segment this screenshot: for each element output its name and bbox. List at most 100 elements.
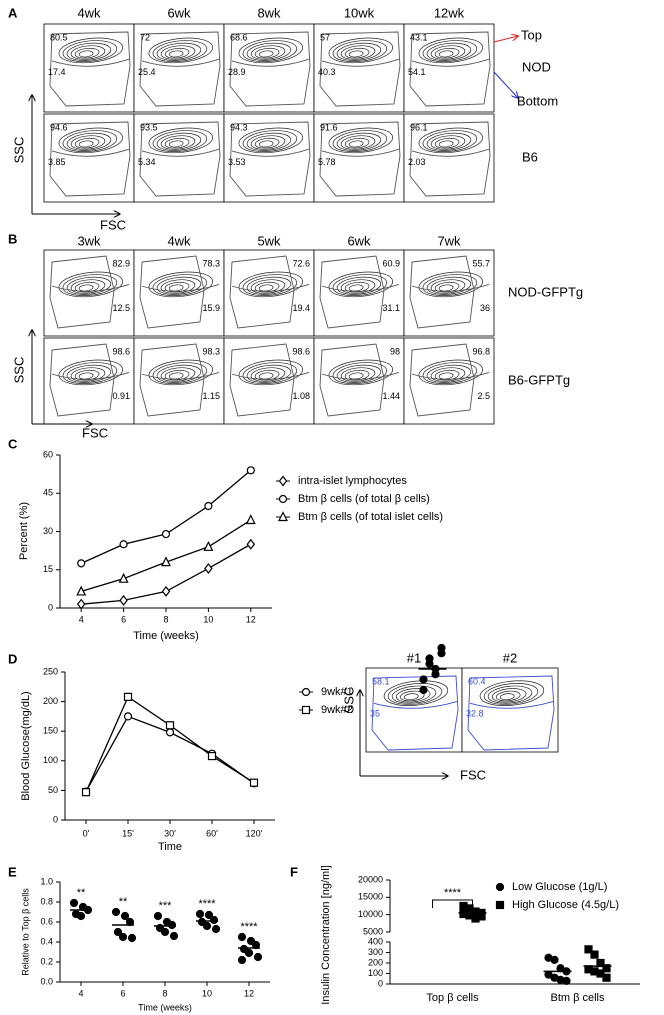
legend-label: Btm β cells (of total β cells) [298, 493, 430, 505]
gate [371, 675, 459, 751]
x-tick-label: Btm β cells [550, 992, 605, 1004]
gate [229, 255, 295, 329]
marker [77, 559, 86, 568]
gate-divider [411, 58, 490, 67]
contour [66, 42, 112, 61]
gate-value: 2.03 [408, 157, 426, 167]
gate-value: 1.15 [202, 391, 220, 401]
y-tick-label: 45 [43, 488, 53, 498]
contour [74, 369, 100, 381]
marker [278, 475, 288, 487]
marker [209, 915, 219, 925]
y-tick-label: 0 [378, 978, 383, 988]
contour [78, 50, 94, 58]
y-tick-label: 0 [48, 602, 53, 612]
contour [168, 50, 184, 58]
y-tick-label: 20000 [358, 874, 383, 884]
axis-label: FSC [460, 767, 486, 782]
contour [434, 369, 460, 381]
marker [123, 712, 133, 721]
contour [238, 127, 303, 154]
marker [246, 538, 256, 550]
contour [156, 132, 202, 151]
contour [426, 132, 472, 151]
column-header: #1 [407, 650, 421, 665]
marker [278, 511, 288, 522]
marker [204, 562, 213, 574]
marker [590, 950, 599, 959]
marker [301, 705, 311, 715]
gate-divider [141, 58, 220, 67]
marker [278, 494, 288, 504]
contour [74, 281, 100, 293]
marker [245, 514, 256, 525]
contour [152, 40, 208, 62]
column-header: 6wk [347, 233, 371, 248]
marker [495, 882, 505, 892]
y-tick-label: 30 [43, 526, 53, 536]
legend-label: Btm β cells (of total islet cells) [298, 511, 443, 523]
contour [160, 135, 196, 150]
x-tick-label: 60' [206, 828, 218, 838]
contour [344, 369, 370, 381]
marker [153, 911, 163, 921]
legend-label: 9wk#2 [321, 704, 353, 716]
gate-divider [231, 58, 310, 67]
series-line [80, 469, 252, 564]
contour [250, 279, 286, 294]
contour [422, 274, 478, 296]
panel-letter: F [290, 864, 298, 879]
gate-divider [231, 148, 310, 157]
contour [258, 140, 274, 148]
marker [204, 501, 213, 511]
marker [562, 976, 571, 985]
y-tick-label: 1.0 [40, 876, 53, 886]
y-tick-label: 15 [43, 564, 53, 574]
marker [123, 692, 133, 701]
gate-value: 60.9 [382, 258, 400, 268]
gate-divider [51, 58, 130, 67]
y-tick-label: 50 [48, 785, 58, 795]
x-tick-label: 30' [164, 828, 176, 838]
gate [139, 343, 205, 417]
contour [160, 279, 196, 294]
y-tick-label: 250 [43, 666, 58, 676]
marker [118, 572, 129, 583]
marker [169, 931, 179, 941]
y-tick-label: 5000 [363, 926, 383, 936]
gate-value: 40.3 [318, 67, 336, 77]
contour [254, 281, 280, 293]
contour [434, 47, 460, 59]
legend-label: Low Glucose (1g/L) [512, 881, 607, 893]
gate-value: 12.5 [112, 303, 130, 313]
marker [161, 585, 171, 597]
x-tick-label: 10 [203, 614, 213, 624]
contour [250, 45, 286, 60]
marker [202, 921, 212, 931]
marker [431, 670, 440, 679]
gate-value: 3.85 [48, 157, 66, 167]
axis-label: Time (weeks) [138, 1002, 192, 1012]
marker [301, 687, 311, 697]
contour [148, 127, 213, 154]
contour [66, 132, 112, 151]
gate-divider [411, 283, 490, 292]
gate-value: 5.34 [138, 157, 156, 167]
contour [434, 281, 460, 293]
gate-value: 60.4 [468, 676, 486, 686]
y-tick-label: 0.4 [40, 936, 53, 946]
marker [249, 778, 259, 787]
contour [156, 276, 202, 295]
gate [319, 31, 401, 107]
axis-label: FSC [82, 425, 108, 440]
contour [250, 367, 286, 382]
column-header: 8wk [257, 5, 281, 20]
y-tick-label: 0.8 [40, 896, 53, 906]
x-tick-label: 10 [202, 988, 212, 998]
contour [78, 140, 94, 148]
marker [550, 955, 559, 964]
gate-value: 28.9 [228, 67, 246, 77]
column-header: 10wk [344, 5, 375, 20]
y-tick-label: 300 [368, 947, 383, 957]
